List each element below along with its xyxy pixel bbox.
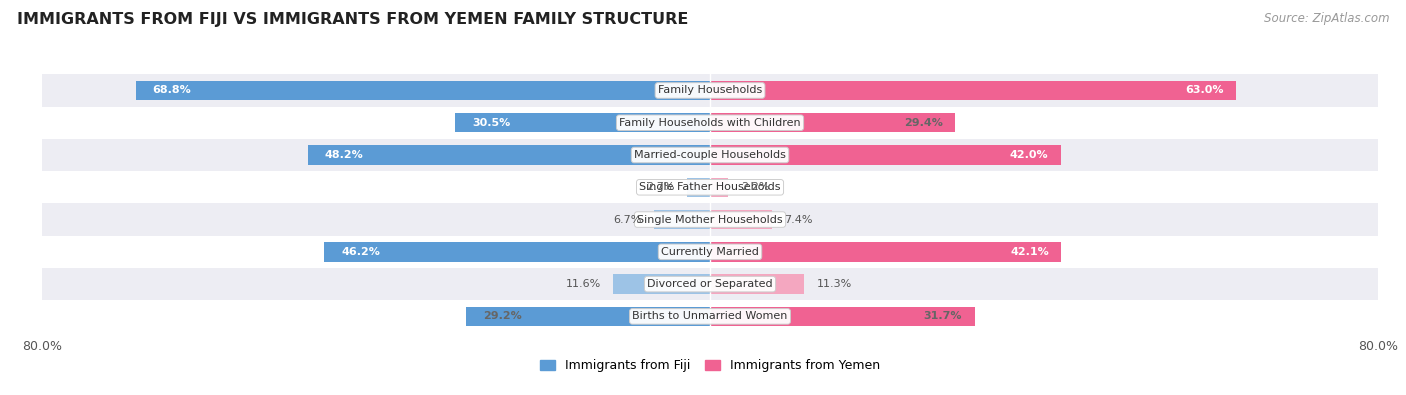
Text: Source: ZipAtlas.com: Source: ZipAtlas.com xyxy=(1264,12,1389,25)
Bar xyxy=(42,236,1378,268)
Text: 2.2%: 2.2% xyxy=(741,182,769,192)
Bar xyxy=(654,210,710,229)
Bar xyxy=(42,74,1378,107)
Bar xyxy=(710,81,1236,100)
Bar xyxy=(308,145,710,165)
Text: Single Father Households: Single Father Households xyxy=(640,182,780,192)
Bar xyxy=(135,81,710,100)
Text: 29.2%: 29.2% xyxy=(484,311,522,322)
Text: 6.7%: 6.7% xyxy=(613,214,641,225)
Text: Divorced or Separated: Divorced or Separated xyxy=(647,279,773,289)
Text: Family Households: Family Households xyxy=(658,85,762,96)
Bar xyxy=(688,178,710,197)
Bar xyxy=(710,178,728,197)
Text: 42.0%: 42.0% xyxy=(1010,150,1047,160)
Bar xyxy=(710,145,1060,165)
Text: 31.7%: 31.7% xyxy=(924,311,962,322)
Text: 48.2%: 48.2% xyxy=(325,150,363,160)
Bar xyxy=(42,139,1378,171)
Bar xyxy=(42,268,1378,300)
Bar xyxy=(710,307,974,326)
Text: 7.4%: 7.4% xyxy=(785,214,813,225)
Bar xyxy=(710,242,1062,261)
Text: 46.2%: 46.2% xyxy=(342,247,380,257)
Bar xyxy=(42,107,1378,139)
Bar xyxy=(710,275,804,294)
Bar xyxy=(710,113,956,132)
Bar xyxy=(42,171,1378,203)
Legend: Immigrants from Fiji, Immigrants from Yemen: Immigrants from Fiji, Immigrants from Ye… xyxy=(534,354,886,377)
Text: 30.5%: 30.5% xyxy=(472,118,510,128)
Bar xyxy=(325,242,710,261)
Bar xyxy=(42,300,1378,333)
Text: Births to Unmarried Women: Births to Unmarried Women xyxy=(633,311,787,322)
Text: Family Households with Children: Family Households with Children xyxy=(619,118,801,128)
Text: 2.7%: 2.7% xyxy=(647,182,675,192)
Bar xyxy=(710,210,772,229)
Text: Currently Married: Currently Married xyxy=(661,247,759,257)
Text: 11.3%: 11.3% xyxy=(817,279,852,289)
Bar xyxy=(42,203,1378,236)
Bar xyxy=(467,307,710,326)
Text: Married-couple Households: Married-couple Households xyxy=(634,150,786,160)
Text: IMMIGRANTS FROM FIJI VS IMMIGRANTS FROM YEMEN FAMILY STRUCTURE: IMMIGRANTS FROM FIJI VS IMMIGRANTS FROM … xyxy=(17,12,689,27)
Text: Single Mother Households: Single Mother Households xyxy=(637,214,783,225)
Bar xyxy=(613,275,710,294)
Text: 68.8%: 68.8% xyxy=(152,85,191,96)
Text: 29.4%: 29.4% xyxy=(904,118,943,128)
Text: 63.0%: 63.0% xyxy=(1185,85,1223,96)
Text: 42.1%: 42.1% xyxy=(1011,247,1049,257)
Text: 11.6%: 11.6% xyxy=(565,279,600,289)
Bar xyxy=(456,113,710,132)
